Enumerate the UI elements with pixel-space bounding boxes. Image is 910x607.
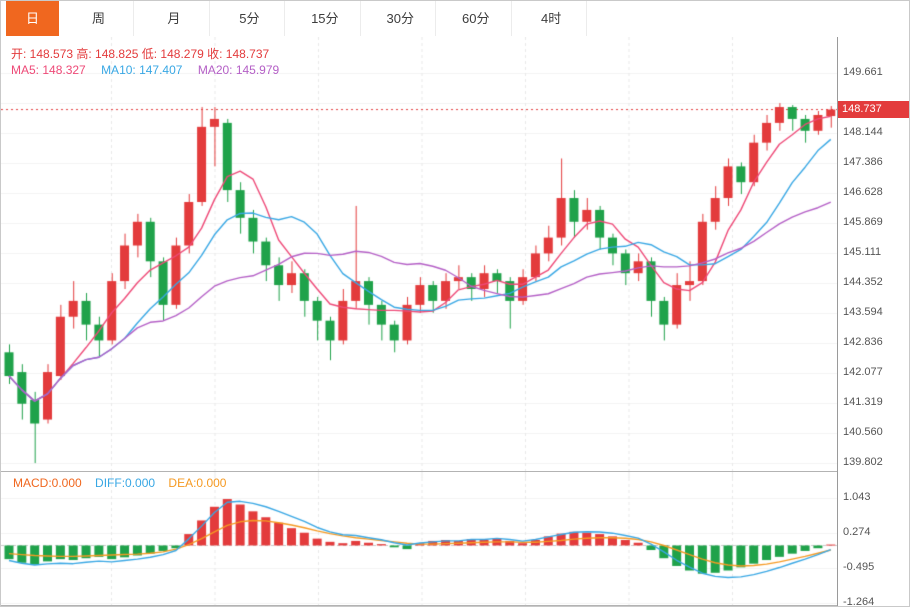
ohlc-legend: 开: 148.573 高: 148.825 低: 148.279 收: 148.…: [11, 45, 269, 62]
y-axis-column: 149.661 148.144 147.386 146.628 145.869 145.1…: [837, 37, 909, 607]
price-axis-tick: 148.144: [843, 126, 883, 138]
ma5-legend-label: MA5: 148.327: [11, 63, 86, 77]
macd-legend: MACD:0.000 DIFF:0.000 DEA:0.000: [13, 476, 236, 490]
price-axis-tick: 145.111: [843, 245, 882, 258]
tab-month[interactable]: 月: [139, 1, 210, 36]
price-axis-tick: 142.836: [843, 335, 883, 348]
macd-legend-label: MACD:0.000: [13, 476, 82, 490]
price-axis-tick: 141.319: [843, 395, 883, 408]
diff-legend-label: DIFF:0.000: [95, 476, 156, 490]
macd-axis-tick: -0.495: [843, 561, 875, 573]
price-axis-tick: 140.560: [843, 426, 883, 438]
price-axis-tick: 146.628: [843, 185, 883, 198]
ma20-legend-label: MA20: 145.979: [197, 63, 280, 77]
ma10-legend-label: MA10: 147.407: [101, 63, 183, 77]
macd-axis-tick: 0.274: [843, 526, 871, 538]
tab-60min[interactable]: 60分: [441, 1, 512, 36]
bottom-divider: [1, 605, 909, 606]
price-chart-canvas[interactable]: [1, 37, 837, 478]
ohlc-values: 开: 148.573 高: 148.825 低: 148.279 收: 148.…: [11, 47, 270, 61]
tab-15min[interactable]: 15分: [290, 1, 361, 36]
price-axis-tick: 144.352: [843, 276, 883, 288]
price-axis-tick: 142.077: [843, 366, 883, 378]
tab-day[interactable]: 日: [6, 1, 59, 36]
price-axis-tick: 147.386: [843, 155, 883, 168]
price-axis-tick: 139.802: [843, 455, 883, 468]
tab-5min[interactable]: 5分: [214, 1, 286, 36]
price-axis-tick: 145.869: [843, 216, 883, 228]
price-axis-tick: 149.661: [843, 66, 883, 78]
current-price-tag: 148.737: [838, 101, 909, 118]
tab-week[interactable]: 周: [63, 1, 135, 36]
tab-30min[interactable]: 30分: [365, 1, 437, 36]
macd-axis-tick: -1.264: [843, 596, 875, 607]
macd-chart-canvas[interactable]: [1, 472, 837, 606]
timeframe-tabbar: 日 周 月 5分 15分 30分 60分 4时: [1, 1, 909, 37]
tab-4hour[interactable]: 4时: [516, 1, 588, 36]
price-axis-tick: 143.594: [843, 305, 883, 318]
panel-divider: [1, 471, 909, 472]
ma-legend: MA5: 148.327 MA10: 147.407 MA20: 145.979: [11, 63, 291, 77]
dea-legend-label: DEA:0.000: [168, 476, 227, 490]
macd-axis-tick: 1.043: [843, 491, 871, 503]
